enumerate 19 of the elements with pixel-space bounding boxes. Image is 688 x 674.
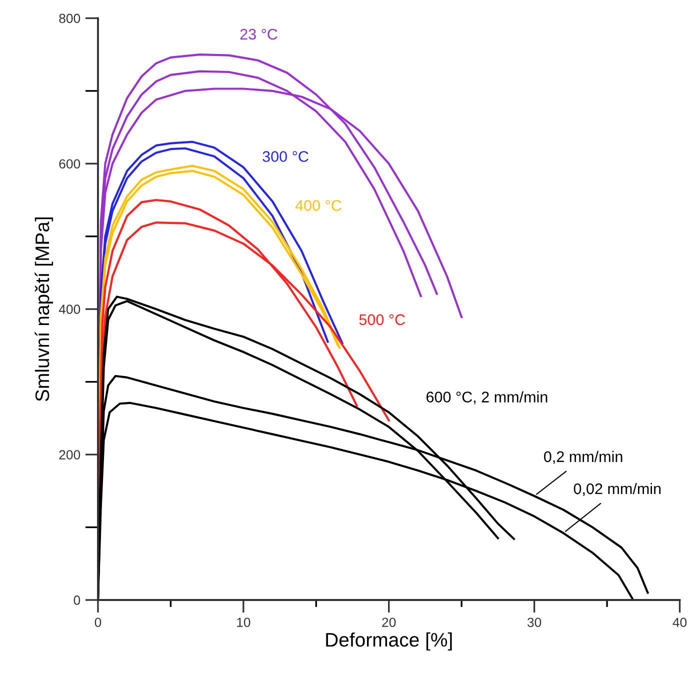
x-tick-label: 30 xyxy=(527,618,542,628)
text: 500 °C xyxy=(359,314,406,326)
y-tick-label: 0 xyxy=(74,596,80,605)
series-label: 300 °C xyxy=(262,151,308,162)
y-axis-title: Smluvní napětí [MPa] xyxy=(34,218,54,402)
y-tick-label: 400 xyxy=(58,304,80,314)
text: 0,2 mm/min xyxy=(544,450,622,464)
y-tick-label: 600 xyxy=(59,159,80,169)
x-axis-title: Deformace [%] xyxy=(326,632,452,651)
x-tick-label: 20 xyxy=(382,618,396,628)
series-label: 400 °C xyxy=(295,200,342,211)
x-tick-label: 40 xyxy=(672,618,687,628)
y-tick-label: 200 xyxy=(59,450,80,460)
legend-label: 0,02 mm/min xyxy=(574,482,661,496)
series-label: 23 °C xyxy=(240,28,278,40)
series-label: 600 °C, 2 mm/min xyxy=(426,391,548,404)
x-tick-label: 10 xyxy=(237,618,250,628)
y-tick-label: 800 xyxy=(59,14,80,24)
x-tick-label: 0 xyxy=(94,618,102,628)
